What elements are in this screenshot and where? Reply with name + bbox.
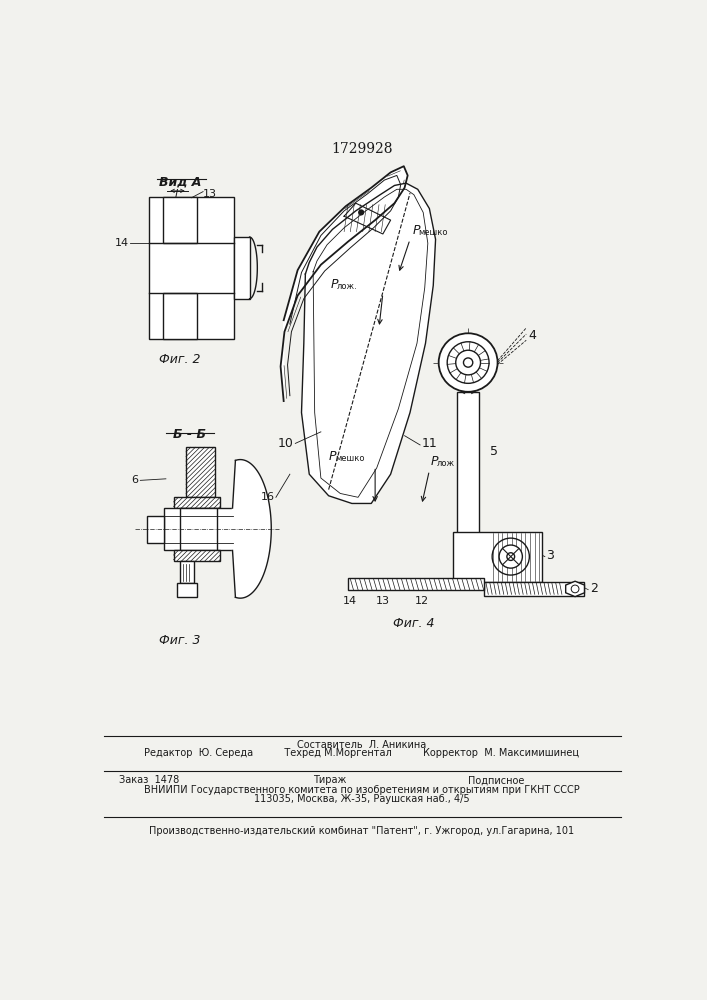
Text: Р: Р	[329, 450, 336, 463]
Bar	[180, 561, 194, 583]
Text: 5: 5	[490, 445, 498, 458]
Bar	[234, 237, 250, 299]
Circle shape	[358, 209, 364, 215]
Text: лож: лож	[437, 459, 455, 468]
Circle shape	[456, 350, 481, 375]
Bar	[452, 532, 542, 582]
Bar	[457, 392, 479, 534]
Bar	[177, 583, 197, 597]
Text: мешко: мешко	[419, 228, 448, 237]
Text: 6: 6	[132, 475, 139, 485]
Text: 3: 3	[546, 549, 554, 562]
Bar	[174, 550, 220, 561]
Text: 13: 13	[376, 596, 390, 606]
Text: Производственно-издательский комбинат "Патент", г. Ужгород, ул.Гагарина, 101: Производственно-издательский комбинат "П…	[149, 826, 575, 836]
Text: a: a	[463, 379, 470, 389]
Circle shape	[507, 553, 515, 560]
Text: Вид А: Вид А	[158, 175, 201, 188]
Polygon shape	[281, 166, 408, 401]
Text: l: l	[175, 189, 177, 199]
Bar	[484, 582, 585, 596]
Polygon shape	[566, 581, 585, 597]
Text: 113035, Москва, Ж-35, Раушская наб., 4/5: 113035, Москва, Ж-35, Раушская наб., 4/5	[254, 794, 469, 804]
Bar	[149, 197, 234, 339]
Text: Составитель  Л. Аникина: Составитель Л. Аникина	[298, 740, 426, 750]
Circle shape	[492, 538, 530, 575]
Text: Подписное: Подписное	[468, 775, 525, 785]
Text: 12: 12	[414, 596, 428, 606]
Text: Тираж: Тираж	[313, 775, 346, 785]
Bar	[186, 447, 216, 497]
Bar	[348, 578, 484, 590]
Polygon shape	[301, 183, 436, 503]
Bar	[174, 497, 220, 508]
Text: мешко: мешко	[335, 454, 364, 463]
Bar	[180, 508, 217, 550]
Text: 2: 2	[590, 582, 598, 595]
Text: Фиг. 3: Фиг. 3	[159, 634, 201, 647]
Text: 1729928: 1729928	[331, 142, 392, 156]
Circle shape	[499, 545, 522, 568]
Text: 13: 13	[203, 189, 217, 199]
Text: Фиг. 4: Фиг. 4	[393, 617, 435, 630]
Bar	[147, 516, 164, 543]
Text: лож.: лож.	[337, 282, 357, 291]
Polygon shape	[233, 460, 271, 598]
Text: 16: 16	[260, 492, 274, 502]
Text: Редактор  Ю. Середа          Техред М.Моргентал          Корректор  М. Максимиши: Редактор Ю. Середа Техред М.Моргентал Ко…	[144, 748, 580, 758]
Bar	[163, 197, 197, 243]
Text: 10: 10	[278, 437, 293, 450]
Text: 14: 14	[115, 238, 129, 248]
Text: Фиг. 2: Фиг. 2	[159, 353, 201, 366]
Text: Р: Р	[412, 224, 420, 237]
Text: ВНИИПИ Государственного комитета по изобретениям и открытиям при ГКНТ СССР: ВНИИПИ Государственного комитета по изоб…	[144, 785, 580, 795]
Text: 14: 14	[344, 596, 357, 606]
Circle shape	[448, 342, 489, 383]
Circle shape	[438, 333, 498, 392]
Bar	[164, 508, 233, 550]
Bar	[163, 293, 197, 339]
Text: 4: 4	[529, 329, 537, 342]
Circle shape	[464, 358, 473, 367]
Text: 11: 11	[421, 437, 438, 450]
Text: Р: Р	[431, 455, 438, 468]
Text: Б - Б: Б - Б	[173, 428, 206, 441]
Text: Р: Р	[330, 278, 338, 291]
Text: Заказ  1478: Заказ 1478	[119, 775, 180, 785]
